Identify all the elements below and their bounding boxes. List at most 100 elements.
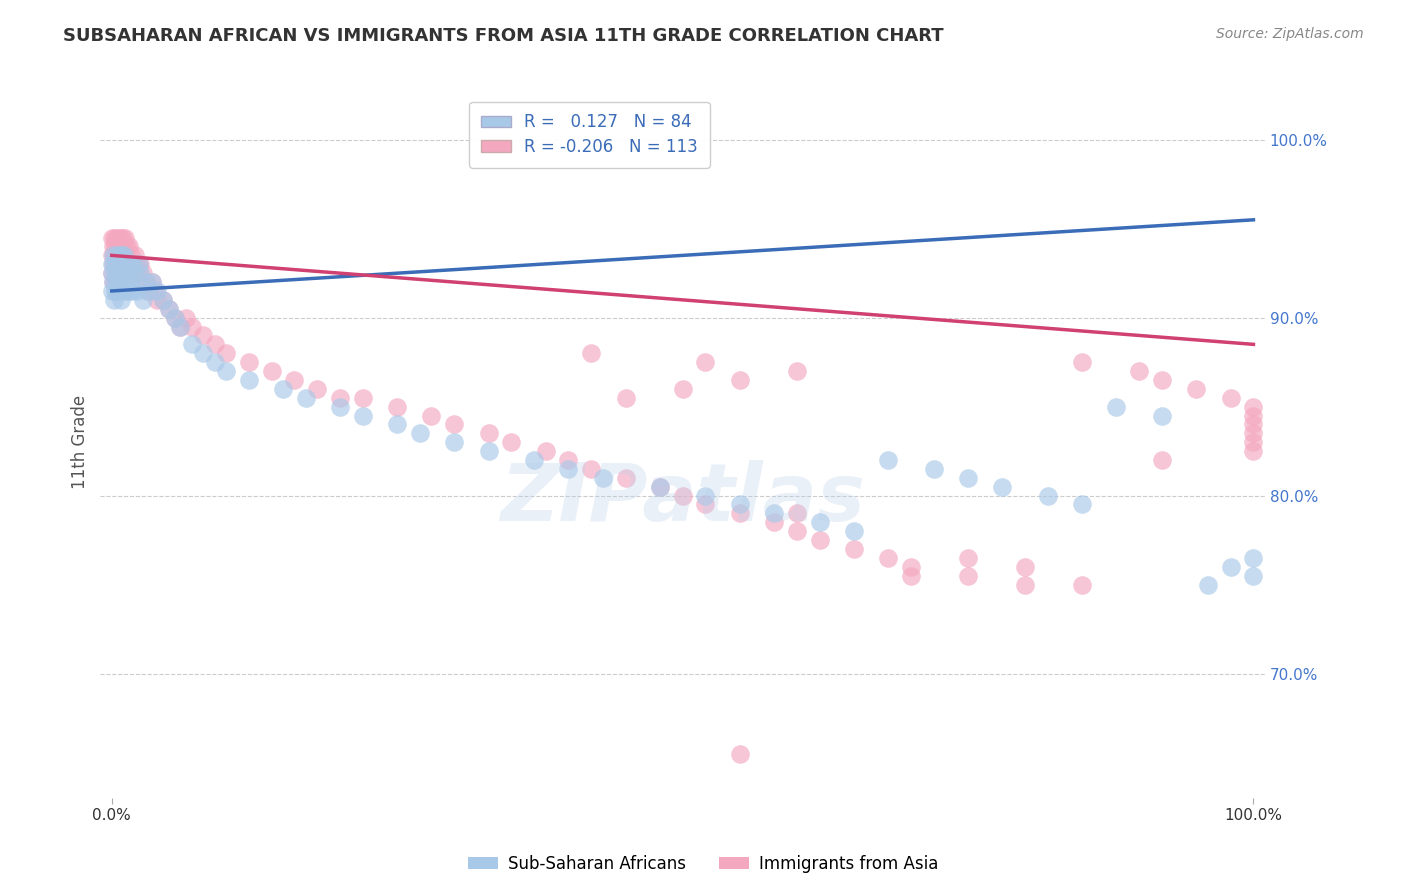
Point [283, 373, 305, 387]
Point [101, 275, 124, 289]
Point [762, 516, 785, 530]
Point [101, 257, 124, 271]
Point [112, 257, 135, 271]
Point [118, 257, 141, 271]
Point [112, 275, 135, 289]
Point [108, 248, 131, 262]
Point [238, 373, 260, 387]
Point [101, 248, 124, 262]
Point [191, 328, 214, 343]
Point [648, 480, 671, 494]
Point [808, 533, 831, 547]
Point [118, 266, 141, 280]
Point [103, 248, 125, 262]
Point [671, 489, 693, 503]
Point [163, 310, 186, 325]
Point [107, 284, 129, 298]
Point [110, 275, 132, 289]
Point [581, 462, 603, 476]
Point [131, 266, 153, 280]
Point [329, 391, 352, 405]
Point [127, 257, 149, 271]
Point [112, 230, 135, 244]
Point [128, 257, 150, 271]
Point [163, 310, 186, 325]
Point [121, 284, 143, 298]
Point [105, 230, 128, 244]
Point [101, 239, 124, 253]
Point [1152, 453, 1174, 467]
Point [108, 239, 131, 253]
Point [128, 266, 150, 280]
Point [877, 453, 900, 467]
Y-axis label: 11th Grade: 11th Grade [72, 395, 89, 490]
Text: Source: ZipAtlas.com: Source: ZipAtlas.com [1216, 27, 1364, 41]
Point [124, 248, 146, 262]
Point [329, 400, 352, 414]
Point [117, 257, 139, 271]
Point [1219, 559, 1241, 574]
Point [107, 257, 129, 271]
Point [409, 426, 432, 441]
Point [204, 337, 226, 351]
Point [125, 257, 148, 271]
Point [581, 346, 603, 360]
Point [110, 230, 132, 244]
Point [108, 257, 131, 271]
Point [842, 524, 865, 538]
Point [103, 230, 125, 244]
Point [900, 568, 922, 582]
Point [534, 444, 557, 458]
Point [112, 275, 135, 289]
Point [104, 257, 127, 271]
Point [114, 248, 136, 262]
Point [648, 480, 671, 494]
Point [115, 266, 138, 280]
Point [957, 568, 980, 582]
Point [1243, 444, 1265, 458]
Point [103, 257, 125, 271]
Point [152, 293, 174, 307]
Point [118, 284, 141, 298]
Point [118, 257, 141, 271]
Point [1071, 355, 1094, 369]
Point [143, 284, 166, 298]
Point [1243, 417, 1265, 432]
Point [1071, 577, 1094, 591]
Point [129, 257, 152, 271]
Point [215, 346, 238, 360]
Point [271, 382, 294, 396]
Point [114, 284, 136, 298]
Point [107, 230, 129, 244]
Point [111, 239, 134, 253]
Point [557, 453, 579, 467]
Point [1219, 391, 1241, 405]
Point [122, 257, 145, 271]
Point [105, 257, 128, 271]
Point [1243, 435, 1265, 450]
Point [129, 266, 152, 280]
Point [443, 435, 465, 450]
Point [136, 284, 159, 298]
Point [786, 524, 808, 538]
Point [385, 400, 408, 414]
Point [111, 257, 134, 271]
Point [1243, 400, 1265, 414]
Point [728, 747, 751, 761]
Point [1243, 409, 1265, 423]
Point [146, 293, 169, 307]
Point [991, 480, 1014, 494]
Point [141, 275, 163, 289]
Point [671, 382, 693, 396]
Point [352, 391, 374, 405]
Point [1036, 489, 1059, 503]
Point [1197, 577, 1219, 591]
Point [146, 284, 169, 298]
Point [1243, 568, 1265, 582]
Point [295, 391, 318, 405]
Point [215, 364, 238, 378]
Point [728, 498, 751, 512]
Point [110, 248, 132, 262]
Point [191, 346, 214, 360]
Point [118, 266, 141, 280]
